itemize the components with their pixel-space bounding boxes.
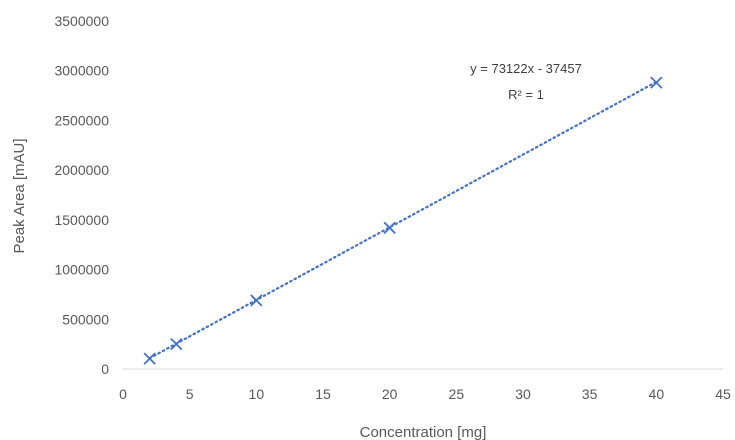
data-point-marker: [170, 338, 183, 351]
trendline-layer: [148, 80, 658, 360]
y-axis-title: Peak Area [mAU]: [11, 138, 28, 253]
x-tick-label: 35: [582, 386, 598, 402]
x-tick-label: 15: [315, 386, 331, 402]
axis-layer: 0 5 10 15 20 25 30 35 40 45 0 500000 1000000 1500000 2…: [54, 13, 731, 402]
data-point-stroke: [650, 76, 663, 89]
data-point-marker: [650, 76, 663, 89]
x-axis-title: Concentration [mg]: [360, 424, 487, 440]
y-tick-label: 500000: [62, 311, 109, 327]
y-tick-label: 2500000: [54, 112, 109, 128]
data-point-marker: [143, 352, 156, 365]
trendline-r-squared: R² = 1: [508, 87, 544, 102]
y-tick-label: 0: [101, 361, 109, 377]
data-point-stroke: [383, 221, 396, 234]
x-tick-label: 45: [715, 386, 731, 402]
data-point-stroke: [170, 338, 183, 351]
x-tick-label: 0: [119, 386, 127, 402]
x-tick-label: 25: [449, 386, 465, 402]
data-points-layer: [143, 76, 663, 365]
data-point-stroke: [250, 294, 263, 307]
x-tick-label: 30: [515, 386, 531, 402]
trendline-equation: y = 73122x - 37457: [470, 61, 582, 76]
x-tick-label: 40: [649, 386, 665, 402]
x-tick-label: 5: [186, 386, 194, 402]
y-tick-label: 3000000: [54, 63, 109, 79]
labels-layer: Concentration [mg] Peak Area [mAU] y = 7…: [11, 61, 582, 440]
y-tick-label: 1500000: [54, 212, 109, 228]
trendline: [148, 80, 658, 360]
data-point-marker: [250, 294, 263, 307]
y-tick-label: 1000000: [54, 262, 109, 278]
x-tick-label: 20: [382, 386, 398, 402]
y-tick-label: 3500000: [54, 13, 109, 29]
data-point-marker: [383, 221, 396, 234]
data-point-stroke: [143, 352, 156, 365]
x-tick-label: 10: [249, 386, 265, 402]
y-tick-label: 2000000: [54, 162, 109, 178]
